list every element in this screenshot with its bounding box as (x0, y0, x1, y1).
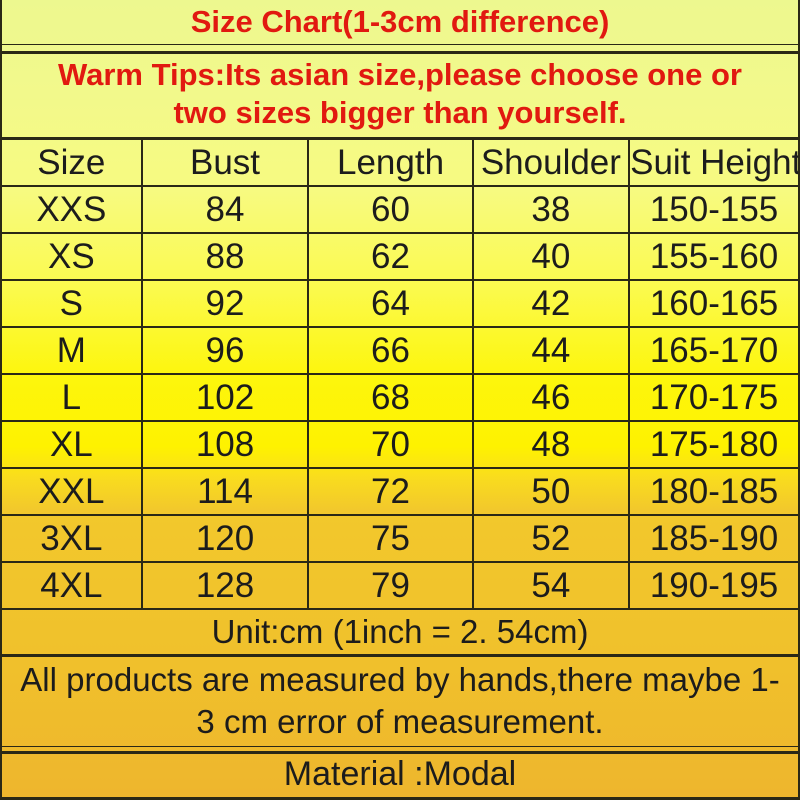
cell-length: 70 (308, 421, 474, 469)
cell-shoulder: 48 (472, 421, 631, 469)
table-row: S 92 64 42 160-165 (2, 280, 798, 328)
cell-suit-height: 150-155 (629, 186, 798, 234)
table-row: XXS 84 60 38 150-155 (2, 186, 798, 234)
measurement-note-line1: All products are measured by hands,there… (20, 661, 780, 698)
cell-size: M (2, 327, 143, 375)
cell-bust: 128 (141, 562, 310, 610)
size-table: Size Bust Length Shoulder Suit Height XX… (2, 140, 798, 610)
cell-shoulder: 44 (472, 327, 631, 375)
header-size: Size (2, 140, 143, 187)
cell-bust: 102 (141, 374, 310, 422)
cell-size: XS (2, 233, 143, 281)
cell-bust: 92 (141, 280, 310, 328)
cell-shoulder: 52 (472, 515, 631, 563)
cell-suit-height: 185-190 (629, 515, 798, 563)
warm-tips-line2: two sizes bigger than yourself. (173, 95, 627, 130)
cell-size: S (2, 280, 143, 328)
cell-suit-height: 190-195 (629, 562, 798, 610)
table-row: M 96 66 44 165-170 (2, 327, 798, 375)
cell-length: 79 (308, 562, 474, 610)
cell-bust: 108 (141, 421, 310, 469)
table-header-row: Size Bust Length Shoulder Suit Height (2, 140, 798, 187)
cell-size: XL (2, 421, 143, 469)
cell-size: L (2, 374, 143, 422)
unit-note: Unit:cm (1inch = 2. 54cm) (2, 610, 798, 657)
cell-shoulder: 54 (472, 562, 631, 610)
page-title: Size Chart(1-3cm difference) (2, 0, 798, 45)
cell-bust: 84 (141, 186, 310, 234)
cell-bust: 88 (141, 233, 310, 281)
cell-bust: 114 (141, 468, 310, 516)
table-row: L 102 68 46 170-175 (2, 374, 798, 422)
table-row: XL 108 70 48 175-180 (2, 421, 798, 469)
cell-shoulder: 46 (472, 374, 631, 422)
table-row: XXL 114 72 50 180-185 (2, 468, 798, 516)
cell-size: 4XL (2, 562, 143, 610)
header-length: Length (308, 140, 474, 187)
cell-length: 64 (308, 280, 474, 328)
cell-shoulder: 40 (472, 233, 631, 281)
cell-shoulder: 42 (472, 280, 631, 328)
cell-length: 60 (308, 186, 474, 234)
table-row: XS 88 62 40 155-160 (2, 233, 798, 281)
cell-size: XXL (2, 468, 143, 516)
cell-suit-height: 175-180 (629, 421, 798, 469)
table-row: 3XL 120 75 52 185-190 (2, 515, 798, 563)
cell-shoulder: 38 (472, 186, 631, 234)
cell-suit-height: 165-170 (629, 327, 798, 375)
cell-suit-height: 160-165 (629, 280, 798, 328)
cell-shoulder: 50 (472, 468, 631, 516)
cell-length: 66 (308, 327, 474, 375)
cell-length: 68 (308, 374, 474, 422)
cell-suit-height: 180-185 (629, 468, 798, 516)
cell-length: 72 (308, 468, 474, 516)
header-shoulder: Shoulder (472, 140, 631, 187)
cell-length: 75 (308, 515, 474, 563)
cell-bust: 96 (141, 327, 310, 375)
cell-suit-height: 170-175 (629, 374, 798, 422)
header-suit-height: Suit Height (629, 140, 798, 187)
warm-tips-line1: Warm Tips:Its asian size,please choose o… (58, 57, 742, 92)
warm-tips: Warm Tips:Its asian size,please choose o… (2, 51, 798, 140)
cell-size: 3XL (2, 515, 143, 563)
cell-size: XXS (2, 186, 143, 234)
cell-length: 62 (308, 233, 474, 281)
cell-suit-height: 155-160 (629, 233, 798, 281)
material-note: Material :Modal (2, 751, 798, 795)
measurement-note-line2: 3 cm error of measurement. (196, 703, 604, 740)
table-row: 4XL 128 79 54 190-195 (2, 562, 798, 610)
header-bust: Bust (141, 140, 310, 187)
measurement-note: All products are measured by hands,there… (2, 657, 798, 747)
cell-bust: 120 (141, 515, 310, 563)
